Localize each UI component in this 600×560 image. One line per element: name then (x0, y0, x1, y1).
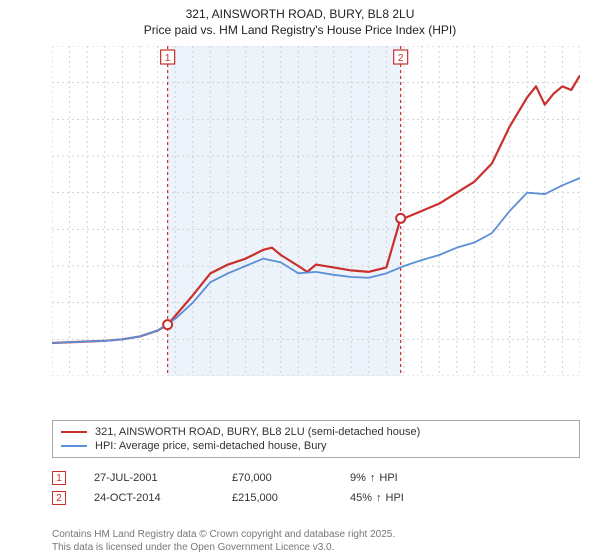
band (168, 46, 401, 376)
event-price: £215,000 (232, 492, 322, 504)
legend-item: HPI: Average price, semi-detached house,… (61, 439, 571, 453)
chart-title: 321, AINSWORTH ROAD, BURY, BL8 2LU Price… (0, 0, 600, 40)
legend-label: 321, AINSWORTH ROAD, BURY, BL8 2LU (semi… (95, 426, 420, 438)
legend-item: 321, AINSWORTH ROAD, BURY, BL8 2LU (semi… (61, 425, 571, 439)
price-chart: 12 £0£50K£100K£150K£200K£250K£300K£350K£… (52, 46, 580, 376)
attribution: Contains HM Land Registry data © Crown c… (52, 528, 395, 554)
arrow-up-icon: ↑ (370, 472, 376, 484)
attrib-line1: Contains HM Land Registry data © Crown c… (52, 528, 395, 541)
event-delta-suffix: HPI (379, 472, 397, 484)
title-line2: Price paid vs. HM Land Registry's House … (0, 22, 600, 38)
legend-swatch (61, 445, 87, 447)
event-delta-pct: 9% (350, 472, 366, 484)
legend: 321, AINSWORTH ROAD, BURY, BL8 2LU (semi… (52, 420, 580, 458)
event-date: 24-OCT-2014 (94, 492, 204, 504)
event-table: 127-JUL-2001£70,0009%↑HPI224-OCT-2014£21… (52, 468, 580, 508)
event-delta: 45% ↑ HPI (350, 492, 404, 504)
attrib-line2: This data is licensed under the Open Gov… (52, 541, 395, 554)
legend-label: HPI: Average price, semi-detached house,… (95, 440, 327, 452)
event-row: 1 27-JUL-2001 £70,000 9% ↑HPI (52, 468, 580, 488)
event-delta: 9% ↑HPI (350, 472, 398, 484)
event-box: 2 (52, 491, 66, 505)
event-row: 2 24-OCT-2014 £215,000 45% ↑ HPI (52, 488, 580, 508)
marker-number: 1 (165, 53, 171, 64)
event-date: 27-JUL-2001 (94, 472, 204, 484)
marker-dot (396, 214, 405, 223)
marker-dot (163, 320, 172, 329)
event-price: £70,000 (232, 472, 322, 484)
event-delta-pct: 45% (350, 492, 372, 504)
legend-swatch (61, 431, 87, 433)
title-line1: 321, AINSWORTH ROAD, BURY, BL8 2LU (0, 6, 600, 22)
marker-number: 2 (398, 53, 404, 64)
arrow-up-icon: ↑ (376, 492, 382, 504)
event-delta-suffix: HPI (386, 492, 404, 504)
event-box: 1 (52, 471, 66, 485)
shaded-bands (168, 46, 401, 376)
